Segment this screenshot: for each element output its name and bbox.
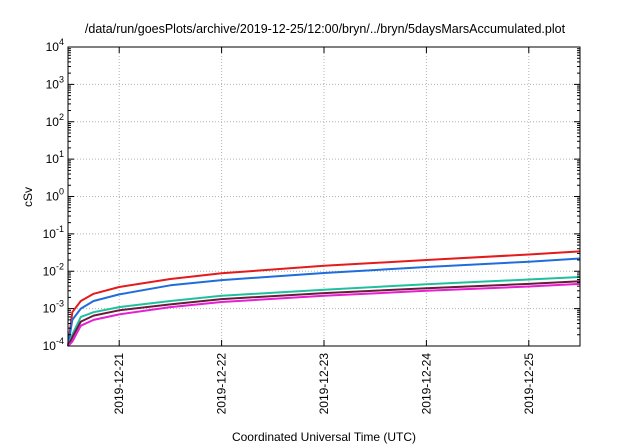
y-tick-label: 100 — [46, 187, 64, 204]
y-tick-label: 10-4 — [43, 336, 64, 353]
y-tick-label: 10-1 — [43, 224, 64, 241]
series-line-5 — [67, 282, 581, 347]
x-axis-label: Coordinated Universal Time (UTC) — [232, 430, 416, 444]
series-line-4 — [67, 280, 581, 347]
y-tick-label: 104 — [46, 37, 64, 54]
x-tick-label: 2019-12-21 — [112, 353, 126, 415]
x-tick-label: 2019-12-23 — [317, 353, 331, 415]
x-tick-label: 2019-12-25 — [522, 353, 536, 415]
y-axis-label: cSv — [21, 187, 35, 207]
series-line-1 — [67, 250, 581, 347]
series-line-3 — [67, 276, 581, 347]
series-line-2 — [67, 257, 581, 347]
y-tick-label: 10-3 — [43, 299, 64, 316]
x-tick-label: 2019-12-22 — [215, 353, 229, 415]
chart-title: /data/run/goesPlots/archive/2019-12-25/1… — [85, 22, 566, 36]
x-axis: 2019-12-21 2019-12-22 2019-12-23 2019-12-24… — [112, 47, 536, 414]
y-tick-label: 101 — [46, 149, 64, 166]
series-group — [67, 250, 581, 347]
x-tick-label: 2019-12-24 — [419, 353, 433, 415]
y-tick-label: 103 — [46, 74, 64, 91]
y-tick-label: 10-2 — [43, 261, 64, 278]
y-tick-label: 102 — [46, 112, 64, 129]
grid — [68, 47, 580, 346]
